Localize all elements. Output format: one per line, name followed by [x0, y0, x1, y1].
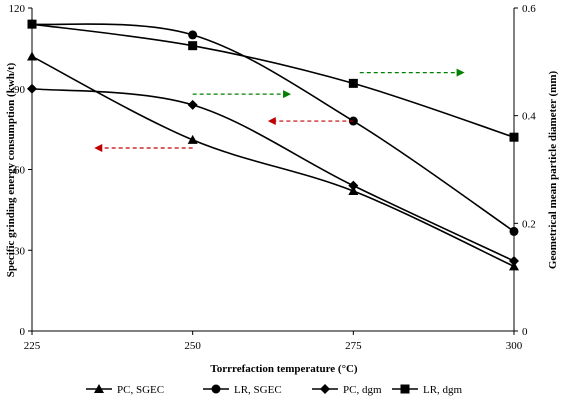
legend-marker	[320, 384, 330, 394]
x-tick-label: 250	[184, 340, 201, 352]
data-point-pc-sgec	[27, 51, 37, 61]
left-tick-label: 90	[14, 84, 26, 96]
series-pc-sgec	[27, 51, 519, 271]
left-tick-label: 60	[14, 165, 26, 177]
series-layer	[27, 19, 519, 271]
data-point-pc-dgm	[187, 99, 198, 110]
data-point-pc-dgm	[348, 180, 359, 191]
series-lr-dgm	[27, 19, 519, 142]
legend-label: PC, dgm	[343, 384, 382, 396]
series-pc-dgm	[27, 83, 519, 267]
right-axis-title: Geometrical mean particle diameter (mm)	[547, 70, 559, 269]
legend-item-lr-sgec: LR, SGEC	[203, 384, 282, 396]
x-tick-label: 300	[506, 340, 523, 352]
series-line-pc-sgec	[31, 55, 515, 268]
legend-label: LR, SGEC	[234, 384, 282, 396]
legend-marker	[211, 384, 221, 394]
data-point-lr-sgec	[509, 226, 519, 236]
data-point-pc-dgm	[27, 83, 37, 94]
legend-label: LR, dgm	[423, 384, 463, 396]
series-line-pc-dgm	[31, 87, 515, 262]
series-line-lr-sgec	[31, 23, 515, 233]
data-point-lr-dgm	[188, 41, 198, 51]
legend-item-pc-sgec: PC, SGEC	[86, 384, 164, 396]
legend-label: PC, SGEC	[117, 384, 164, 396]
data-point-pc-dgm	[509, 256, 519, 267]
right-tick-label: 0.6	[522, 3, 536, 15]
data-point-lr-dgm	[27, 19, 37, 29]
legend-item-lr-dgm: LR, dgm	[392, 384, 463, 396]
annotation-layer	[94, 68, 465, 152]
series-lr-sgec	[27, 19, 519, 236]
legend: PC, SGEC LR, SGEC PC, dgm LR, dgm	[86, 384, 463, 396]
left-axis-title: Specific grinding energy consumption (kw…	[5, 62, 17, 277]
right-tick-label: 0	[522, 326, 528, 338]
data-point-lr-dgm	[348, 78, 358, 88]
right-axis-ticks: 0 0.2 0.4 0.6	[514, 3, 536, 338]
left-tick-label: 0	[20, 326, 26, 338]
left-tick-label: 120	[9, 3, 26, 15]
right-tick-label: 0.2	[522, 218, 536, 230]
x-tick-label: 275	[345, 340, 362, 352]
legend-marker	[400, 384, 410, 394]
series-line-lr-dgm	[31, 23, 515, 138]
left-tick-label: 30	[14, 245, 26, 257]
x-axis-title: Torrrefaction temperature (°C)	[210, 363, 357, 375]
right-tick-label: 0.4	[522, 111, 536, 123]
legend-marker	[94, 384, 104, 393]
data-point-lr-dgm	[509, 132, 519, 142]
x-tick-label: 225	[24, 340, 41, 352]
plot-area	[31, 8, 515, 332]
x-axis-ticks: 225 250 275 300	[24, 331, 523, 352]
data-point-pc-sgec	[187, 134, 198, 144]
legend-item-pc-dgm: PC, dgm	[312, 384, 382, 396]
data-point-lr-sgec	[188, 30, 198, 40]
